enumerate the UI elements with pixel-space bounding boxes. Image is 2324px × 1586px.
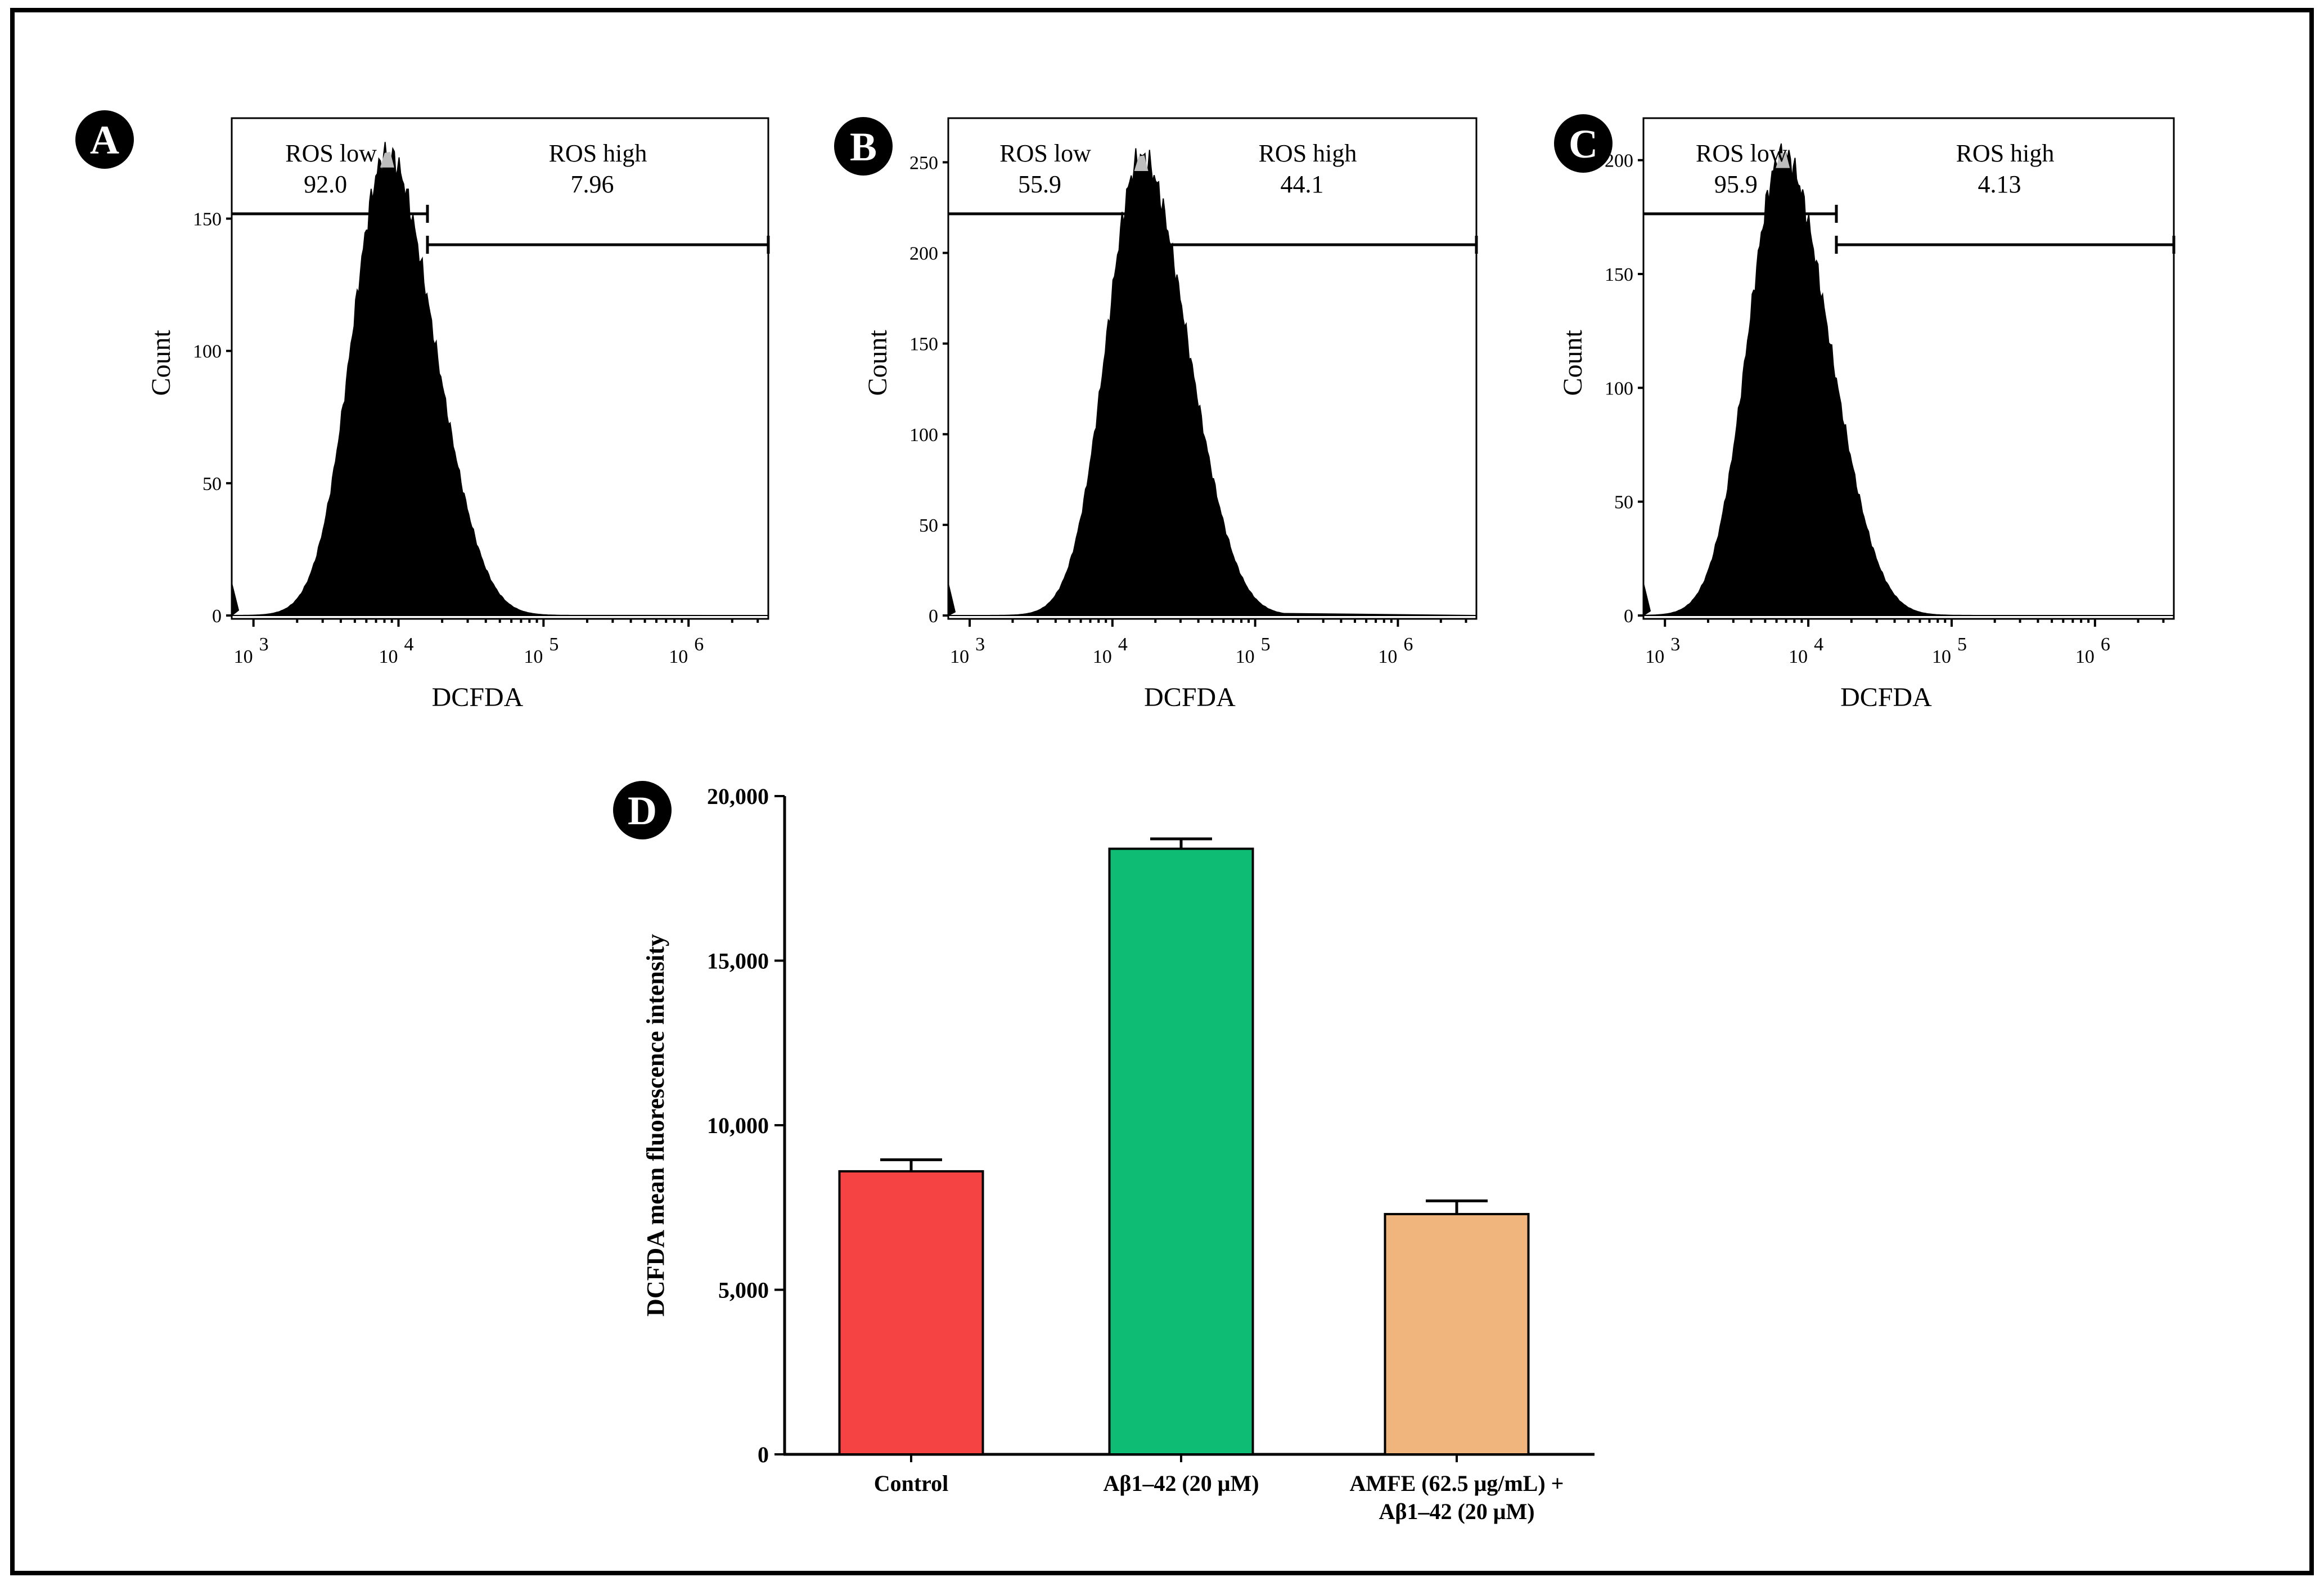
x-tick-label-base: 10 xyxy=(1789,646,1808,667)
x-tick-label-base: 10 xyxy=(1932,646,1951,667)
figure-frame xyxy=(10,8,2314,1575)
panel-letter: B xyxy=(850,124,877,169)
x-axis-title: DCFDA xyxy=(1144,682,1236,712)
y-tick-label: 0 xyxy=(1624,606,1633,627)
y-axis-title: DCFDA mean fluorescence intensity xyxy=(642,934,669,1317)
panel-letter-badge xyxy=(834,117,893,176)
histogram-peak-tip xyxy=(1776,152,1790,168)
gate-ros-high-value: 4.13 xyxy=(1978,170,2021,198)
histogram-series xyxy=(1641,143,2174,616)
x-tick-label-base: 10 xyxy=(669,646,688,667)
x-tick-label-exponent: 6 xyxy=(1403,634,1413,655)
gate-ros-high-name: ROS high xyxy=(1956,140,2055,167)
x-axis-title: DCFDA xyxy=(432,682,524,712)
x-tick-label-base: 10 xyxy=(1645,646,1664,667)
y-tick-label: 20,000 xyxy=(707,784,769,809)
gate-ros-high-name: ROS high xyxy=(549,140,647,167)
x-tick-label-base: 10 xyxy=(950,646,969,667)
panel-letter-badge xyxy=(1554,114,1613,173)
y-tick-label: 50 xyxy=(202,474,222,495)
bar-chart-panel-d: D 0 5,000 10,000 15,000 20,000 DCFDA mean fluo… xyxy=(613,781,1595,1524)
gate-ros-high-value: 44.1 xyxy=(1281,170,1324,198)
x-tick-label-base: 10 xyxy=(1236,646,1255,667)
histogram-panel-a: A 0 50 100 150 10 3 10 4 10 5 10 6 DCFDA Count ROS low 9… xyxy=(75,110,770,712)
y-tick-label: 150 xyxy=(909,334,938,355)
x-tick-label-exponent: 6 xyxy=(2101,634,2110,655)
x-category-label: Aβ1–42 (20 μM) xyxy=(1379,1499,1534,1524)
x-tick-label-exponent: 4 xyxy=(1118,634,1128,655)
gate-ros-low-value: 92.0 xyxy=(304,170,347,198)
gate-ros-low-value: 95.9 xyxy=(1714,170,1758,198)
x-tick-label-exponent: 5 xyxy=(1957,634,1967,655)
gate-ros-low-name: ROS low xyxy=(285,140,377,167)
gate-ros-low-value: 55.9 xyxy=(1018,170,1061,198)
gate-ros-high-value: 7.96 xyxy=(571,170,614,198)
x-tick-label-base: 10 xyxy=(1093,646,1112,667)
panel-letter: C xyxy=(1569,122,1598,167)
y-tick-label: 200 xyxy=(909,244,938,264)
y-tick-label: 0 xyxy=(212,606,222,627)
x-tick-label-exponent: 4 xyxy=(1814,634,1823,655)
x-tick-label-exponent: 5 xyxy=(1261,634,1271,655)
y-axis-title: Count xyxy=(863,330,893,396)
bar-3 xyxy=(1384,1212,1530,1455)
x-category-label: Aβ1–42 (20 μM) xyxy=(1103,1471,1259,1496)
y-tick-label: 10,000 xyxy=(707,1113,769,1138)
y-tick-label: 200 xyxy=(1605,151,1633,172)
x-tick-label-exponent: 6 xyxy=(694,634,704,655)
y-tick-label: 100 xyxy=(1605,378,1633,399)
histogram-peak-tip xyxy=(380,151,394,168)
y-tick-label: 50 xyxy=(1614,492,1633,513)
y-tick-label: 100 xyxy=(909,425,938,446)
gate-ros-low-name: ROS low xyxy=(1696,140,1787,167)
bar-1 xyxy=(838,1170,984,1455)
x-tick-label-base: 10 xyxy=(524,646,543,667)
x-tick-label-exponent: 3 xyxy=(259,634,269,655)
y-tick-label: 0 xyxy=(758,1442,769,1467)
panel-letter-badge xyxy=(613,781,672,839)
y-tick-label: 100 xyxy=(193,342,222,362)
x-tick-label-base: 10 xyxy=(2075,646,2095,667)
x-tick-label-base: 10 xyxy=(1378,646,1397,667)
gate-ros-high-name: ROS high xyxy=(1259,140,1357,167)
histogram-series xyxy=(230,142,769,616)
histogram-panel-b: B 0 50 100 150 200 250 10 3 10 4 10 5 10 6 DCFDA Count RO… xyxy=(834,117,1478,712)
histogram-series xyxy=(948,148,1477,616)
x-tick-label-exponent: 3 xyxy=(975,634,985,655)
y-axis-title: Count xyxy=(1558,330,1588,396)
x-category-label: Control xyxy=(874,1471,949,1496)
x-tick-label-base: 10 xyxy=(234,646,253,667)
y-tick-label: 150 xyxy=(193,209,222,230)
histogram-peak-tip xyxy=(1134,155,1149,171)
bar-2 xyxy=(1108,847,1254,1455)
y-tick-label: 250 xyxy=(909,152,938,173)
y-tick-label: 15,000 xyxy=(707,949,769,974)
panel-letter-badge xyxy=(75,110,134,169)
x-tick-label-exponent: 5 xyxy=(549,634,559,655)
x-tick-label-exponent: 4 xyxy=(404,634,414,655)
histogram-panel-c: C 0 50 100 150 200 10 3 10 4 10 5 10 6 DCFDA Count ROS l… xyxy=(1554,114,2176,712)
y-tick-label: 150 xyxy=(1605,264,1633,285)
x-category-label: AMFE (62.5 μg/mL) + xyxy=(1350,1471,1564,1496)
x-axis-title: DCFDA xyxy=(1840,682,1932,712)
gate-ros-low-name: ROS low xyxy=(999,140,1091,167)
x-tick-label-exponent: 3 xyxy=(1670,634,1680,655)
x-tick-label-base: 10 xyxy=(379,646,398,667)
y-tick-label: 50 xyxy=(919,515,938,536)
y-tick-label: 5,000 xyxy=(718,1278,769,1303)
y-tick-label: 0 xyxy=(929,606,938,627)
panel-letter: A xyxy=(90,118,119,163)
y-axis-title: Count xyxy=(146,330,176,396)
panel-letter: D xyxy=(628,788,657,833)
